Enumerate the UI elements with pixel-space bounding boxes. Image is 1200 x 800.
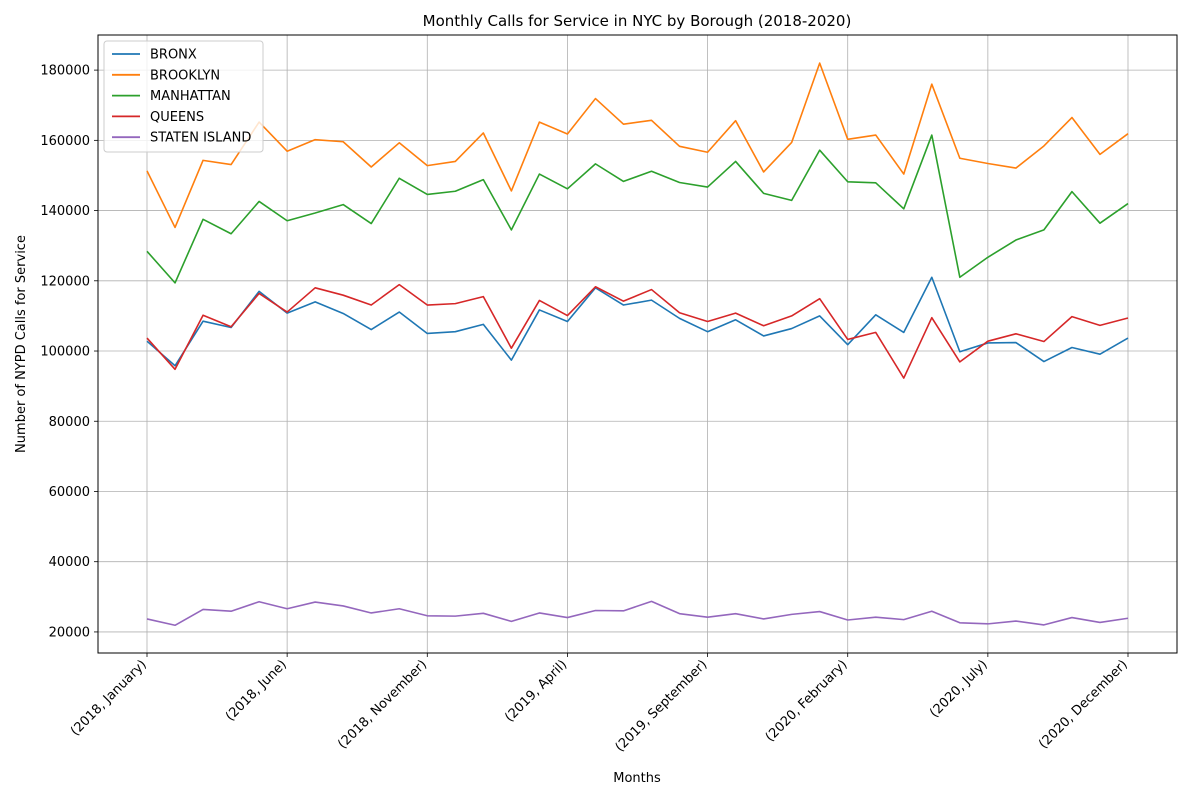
x-axis-label: Months [613,771,661,786]
y-axis-ticks: 20000 40000 60000 80000 100000 120000 140000 16… [40,64,98,640]
series-line-bronx [146,276,1129,367]
chart-title: Monthly Calls for Service in NYC by Boro… [423,12,852,30]
series-lines [146,62,1129,627]
y-tick-label: 40000 [49,555,90,570]
legend-label-bronx: BRONX [150,48,197,63]
series-line-manhattan [146,134,1129,284]
legend-label-brooklyn: BROOKLYN [150,68,220,83]
y-tick-label: 180000 [40,64,90,79]
y-tick-label: 140000 [40,204,90,219]
y-tick-label: 100000 [40,345,90,360]
series-line-brooklyn [146,62,1129,229]
series-line-queens [146,283,1129,379]
y-axis-label: Number of NYPD Calls for Service [14,235,29,453]
y-tick-label: 80000 [49,415,90,430]
legend-box [103,40,264,153]
y-tick-label: 20000 [49,625,90,640]
legend: BRONX BROOKLYN MANHATTAN QUEENS STATEN ISLAN… [103,40,264,153]
legend-label-staten-island: STATEN ISLAND [150,131,251,146]
y-tick-label: 120000 [40,274,90,289]
legend-label-queens: QUEENS [150,110,204,125]
y-tick-label: 60000 [49,485,90,500]
legend-label-manhattan: MANHATTAN [150,89,231,104]
series-line-staten-island [146,600,1129,627]
plot-frame [97,34,1178,654]
y-tick-label: 160000 [40,134,90,149]
